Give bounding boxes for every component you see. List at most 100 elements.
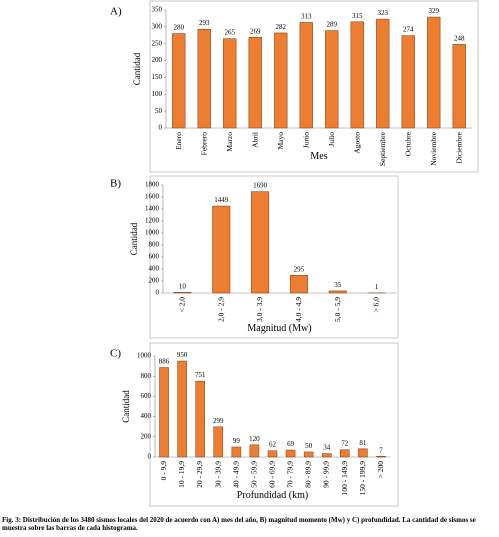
data-label: 34 — [323, 444, 331, 452]
x-tick-label: Septiembre — [378, 131, 387, 166]
data-label: 50 — [305, 442, 313, 450]
y-tick-label: 1000 — [145, 229, 160, 237]
y-tick-label: 1600 — [145, 193, 160, 201]
bar — [289, 275, 308, 294]
y-tick-label: 400 — [149, 265, 160, 273]
y-tick-label: 200 — [152, 56, 163, 64]
x-tick-label: 40 - 49,9 — [231, 461, 240, 488]
x-tick-label: Marzo — [225, 132, 234, 152]
bar — [299, 22, 313, 129]
bar — [321, 453, 332, 458]
x-tick-label: 5,0 - 5,9 — [333, 297, 342, 322]
bar — [251, 191, 270, 294]
data-label: 274 — [403, 26, 414, 34]
bar — [401, 35, 415, 129]
data-label: 289 — [327, 21, 338, 29]
x-tick-label: Enero — [174, 132, 183, 150]
panel-label: B) — [110, 178, 121, 190]
data-label: 315 — [352, 12, 363, 20]
x-tick-label: 50 - 59,9 — [249, 461, 258, 488]
x-tick-label: Abril — [250, 132, 259, 148]
bar — [267, 450, 278, 458]
data-label: 1 — [375, 283, 379, 291]
y-tick-label: 150 — [152, 73, 163, 81]
data-label: 886 — [159, 358, 170, 366]
bar — [173, 292, 192, 294]
data-label: 751 — [195, 371, 206, 379]
bar — [303, 451, 314, 458]
y-tick-label: 600 — [141, 392, 152, 400]
data-label: 7 — [379, 446, 383, 454]
panel-frame — [149, 342, 399, 507]
data-label: 62 — [269, 441, 277, 449]
data-label: 1449 — [214, 196, 229, 204]
y-tick-label: 1400 — [145, 205, 160, 213]
bar — [231, 446, 242, 458]
bar — [452, 44, 466, 129]
x-tick-label: Mayo — [276, 132, 285, 150]
x-tick-label: > 6,0 — [372, 297, 381, 313]
x-tick-label: 70 - 79,9 — [286, 461, 295, 488]
data-label: 329 — [429, 7, 440, 15]
y-tick-label: 0 — [159, 124, 163, 132]
panel-frame — [149, 0, 479, 173]
y-tick-label: 200 — [149, 277, 160, 285]
data-label: 280 — [174, 24, 185, 32]
x-tick-label: Julio — [327, 132, 336, 147]
y-tick-label: 0 — [148, 453, 152, 461]
bar — [223, 38, 237, 129]
x-tick-label: Junio — [301, 132, 310, 149]
y-tick-label: 100 — [152, 90, 163, 98]
x-tick-label: 150 - 199,9 — [358, 461, 367, 496]
bar — [213, 426, 224, 458]
x-tick-label: 90 - 99,9 — [322, 461, 331, 488]
x-tick-label: < 2,0 — [177, 297, 186, 313]
y-tick-label: 1000 — [137, 352, 152, 360]
y-axis-label: Cantidad — [132, 52, 142, 85]
bar — [376, 456, 386, 458]
charts: A)050100150200250300350CantidadMes280Ene… — [110, 0, 479, 507]
data-label: 248 — [454, 34, 465, 42]
data-label: 120 — [249, 435, 260, 443]
x-axis-label: Profundidad (km) — [237, 490, 308, 501]
bar — [172, 33, 186, 129]
data-label: 81 — [359, 439, 367, 447]
x-tick-label: 30 - 39,9 — [213, 461, 222, 488]
x-tick-label: 3,0 - 3,9 — [255, 297, 264, 322]
bar — [285, 449, 296, 458]
bar — [195, 380, 205, 458]
bar — [197, 28, 211, 129]
data-label: 269 — [250, 27, 261, 35]
y-tick-label: 800 — [149, 241, 160, 249]
data-label: 72 — [341, 440, 349, 448]
y-tick-label: 200 — [141, 432, 152, 440]
x-tick-label: 4,0 - 4,9 — [294, 297, 303, 322]
bar — [325, 30, 339, 129]
x-tick-label: 2,0 - 2,9 — [216, 297, 225, 322]
x-tick-label: > 200 — [376, 461, 385, 479]
y-tick-label: 800 — [141, 372, 152, 380]
y-tick-label: 50 — [155, 107, 163, 115]
y-axis-label: Cantidad — [129, 222, 139, 255]
data-label: 99 — [233, 437, 241, 445]
data-label: 35 — [334, 281, 342, 289]
bar — [350, 21, 364, 129]
x-tick-label: Noviembre — [429, 131, 438, 165]
y-tick-label: 350 — [152, 6, 163, 14]
y-tick-label: 0 — [156, 289, 160, 297]
data-label: 323 — [378, 9, 389, 17]
x-tick-label: Febrero — [199, 132, 208, 156]
data-label: 282 — [276, 23, 287, 31]
x-tick-label: 80 - 89,9 — [304, 461, 313, 488]
panel-label: C) — [110, 348, 121, 360]
data-label: 950 — [177, 351, 188, 359]
bar — [358, 448, 368, 458]
data-label: 313 — [301, 12, 312, 20]
y-tick-label: 1800 — [145, 181, 160, 189]
bar — [376, 18, 390, 129]
data-label: 295 — [294, 265, 305, 273]
data-label: 265 — [225, 29, 236, 37]
x-tick-label: 100 - 149,9 — [340, 461, 349, 496]
panel-label: A) — [110, 6, 122, 18]
